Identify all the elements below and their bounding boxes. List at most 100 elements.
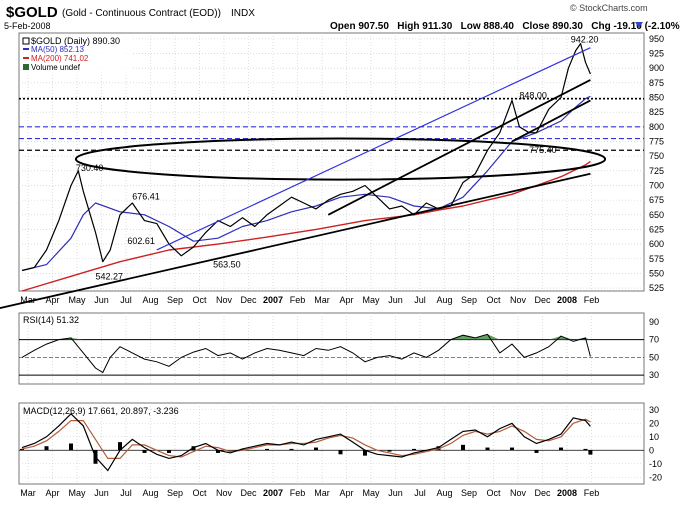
price-series-line [21, 95, 591, 272]
macd-x-tick-label: Jun [94, 488, 109, 498]
price-annotation-label: 542.27 [96, 271, 124, 281]
price-annotations: 730.40 676.41 602.61 542.27 563.50 848.00 775.… [76, 34, 598, 281]
price-legend-box [21, 35, 131, 73]
legend-ma200-label: MA(200) 741.02 [31, 54, 89, 63]
macd-line [21, 412, 591, 472]
chart-date: 5-Feb-2008 [4, 21, 51, 31]
macd-histogram-bar [44, 446, 49, 451]
price-x-tick-label: Dec [240, 295, 257, 305]
macd-x-tick-label: Apr [45, 488, 59, 498]
macd-x-tick-label: 2007 [263, 488, 283, 498]
rsi-series [21, 333, 591, 374]
macd-y-tick-label: 20 [649, 418, 659, 428]
change-down-arrow-icon [635, 22, 643, 28]
macd-histogram-bar [510, 447, 514, 451]
price-y-tick-label: 900 [649, 63, 664, 73]
ticker-description: (Gold - Continuous Contract (EOD)) [62, 8, 221, 19]
legend-main-swatch [22, 37, 30, 45]
macd-histogram-bar [69, 443, 73, 451]
macd-x-tick-label: Sep [167, 488, 183, 498]
price-y-tick-label: 600 [649, 239, 664, 249]
macd-x-tick-label: Sep [461, 488, 477, 498]
macd-histogram-bar [338, 450, 343, 455]
price-annotation-label: 942.20 [571, 34, 599, 44]
macd-x-tick-label: Jun [388, 488, 403, 498]
macd-x-tick-label: Aug [436, 488, 452, 498]
macd-x-tick-labels: Mar Apr May Jun Jul Aug Sep Oct Nov Dec 2007 Feb Mar… [20, 488, 599, 498]
price-legend: $GOLD (Daily) 890.30 MA(50) 852.13 MA(20… [22, 36, 120, 72]
macd-y-tick-labels: -20 -10 0 10 20 30 [649, 405, 662, 483]
macd-x-tick-label: Nov [216, 488, 233, 498]
price-annotation-label: 602.61 [127, 236, 155, 246]
price-trendlines [0, 47, 607, 309]
price-x-tick-label: Jul [414, 295, 426, 305]
price-y-tick-label: 675 [649, 195, 664, 205]
rsi-line [21, 333, 591, 374]
macd-x-tick-label: Nov [510, 488, 527, 498]
price-y-tick-labels: 525 550 575 600 625 650 675 700 725 750 775 800 825 8… [649, 34, 664, 293]
price-x-tick-label: May [68, 295, 86, 305]
legend-volume-swatch [23, 64, 29, 70]
macd-x-tick-label: Feb [290, 488, 306, 498]
price-y-tick-label: 925 [649, 49, 664, 59]
price-annotation-label: 730.40 [76, 163, 104, 173]
macd-x-tick-label: Apr [339, 488, 353, 498]
macd-x-tick-label: Aug [142, 488, 158, 498]
macd-grid [19, 403, 644, 484]
price-y-tick-label: 625 [649, 224, 664, 234]
legend-main-label: $GOLD (Daily) 890.30 [31, 36, 120, 46]
price-series-line [21, 42, 591, 272]
price-x-tick-label: Aug [436, 295, 452, 305]
macd-x-tick-label: May [362, 488, 380, 498]
price-trendline [327, 79, 591, 216]
macd-histogram-bar [118, 442, 122, 451]
stockcharts-watermark: © StockCharts.com [570, 3, 648, 13]
macd-x-tick-label: 2008 [557, 488, 577, 498]
macd-x-tick-label: Dec [240, 488, 257, 498]
price-x-tick-label: 2007 [263, 295, 283, 305]
rsi-panel-title: RSI(14) 51.32 [23, 315, 79, 325]
macd-y-tick-label: 10 [649, 432, 659, 442]
price-y-tick-label: 650 [649, 210, 664, 220]
price-y-tick-label: 950 [649, 34, 664, 44]
macd-x-tick-label: Jul [414, 488, 426, 498]
macd-histogram-bar [20, 448, 24, 451]
price-trendline [156, 47, 591, 251]
macd-x-tick-label: Jul [120, 488, 132, 498]
macd-histogram-bar [583, 448, 588, 451]
price-x-tick-label: Mar [314, 295, 330, 305]
price-series [21, 42, 591, 292]
price-ellipse [74, 137, 607, 181]
macd-histogram-bar [559, 447, 563, 451]
macd-panel-frame [18, 402, 645, 485]
price-x-tick-label: Jul [120, 295, 132, 305]
rsi-y-tick-label: 90 [649, 317, 659, 327]
macd-histogram-bar [289, 448, 294, 451]
price-trendline [0, 172, 591, 309]
macd-x-tick-label: Dec [534, 488, 551, 498]
price-y-tick-label: 725 [649, 166, 664, 176]
price-annotation-label: 676.41 [132, 192, 160, 202]
macd-histogram-bar [167, 450, 171, 453]
rsi-overbought-fill [585, 337, 591, 340]
macd-y-tick-label: -10 [649, 459, 662, 469]
macd-panel-title: MACD(12,26,9) 17.661, 20.897, -3.236 [23, 406, 179, 416]
price-x-tick-label: 2008 [557, 295, 577, 305]
price-x-tick-label: Apr [45, 295, 59, 305]
price-x-tick-label: Nov [510, 295, 527, 305]
price-trendline [511, 99, 591, 143]
macd-x-tick-label: May [68, 488, 86, 498]
price-x-tick-label: Apr [339, 295, 353, 305]
price-y-tick-label: 700 [649, 180, 664, 190]
macd-y-tick-label: -20 [649, 472, 662, 482]
price-x-tick-label: Sep [167, 295, 183, 305]
macd-histogram-bar [314, 447, 318, 451]
rsi-y-tick-labels: 30 50 70 90 [649, 317, 659, 380]
price-x-tick-label: Mar [20, 295, 36, 305]
macd-x-tick-label: Oct [192, 488, 207, 498]
macd-y-tick-label: 30 [649, 405, 659, 415]
macd-series [20, 412, 593, 472]
price-y-tick-label: 825 [649, 107, 664, 117]
macd-y-tick-label: 0 [649, 445, 654, 455]
